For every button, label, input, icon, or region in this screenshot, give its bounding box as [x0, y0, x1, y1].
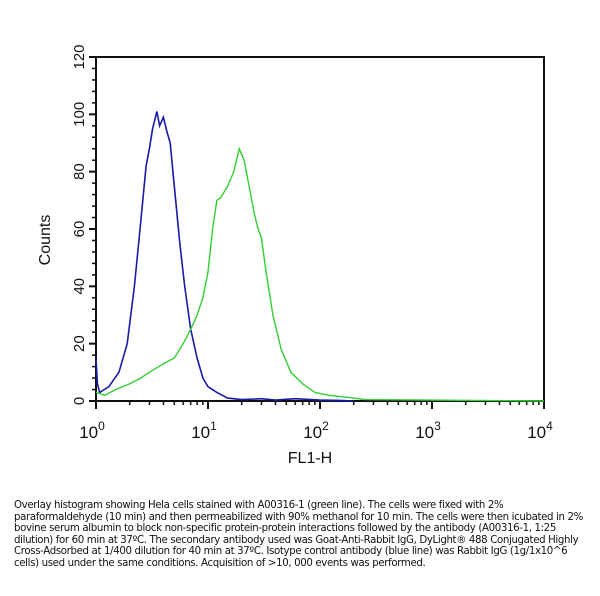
y-tick-label: 100	[71, 102, 88, 127]
histogram-chart: 0 20 40 60 80 100 120 100 101 102 103 104 Counts FL…	[37, 44, 553, 467]
series-line-a00316-1	[95, 146, 545, 402]
x-axis-label: FL1-H	[288, 450, 332, 467]
y-tick-label: 20	[71, 335, 88, 352]
x-tick-label: 102	[303, 419, 329, 442]
y-tick-label: 0	[71, 397, 88, 405]
x-tick-label: 104	[527, 419, 553, 442]
x-tick-label: 100	[79, 419, 105, 442]
plot-frame	[95, 56, 545, 402]
y-tick-label: 80	[71, 163, 88, 180]
series-line-isotype-control	[95, 111, 354, 402]
y-axis-label: Counts	[37, 215, 54, 266]
y-tick-label: 60	[71, 221, 88, 238]
y-tick-label: 120	[71, 44, 88, 69]
y-tick-label: 40	[71, 278, 88, 295]
x-tick-label: 101	[191, 419, 217, 442]
figure-caption: Overlay histogram showing Hela cells sta…	[14, 500, 583, 569]
x-tick-label: 103	[415, 419, 441, 442]
